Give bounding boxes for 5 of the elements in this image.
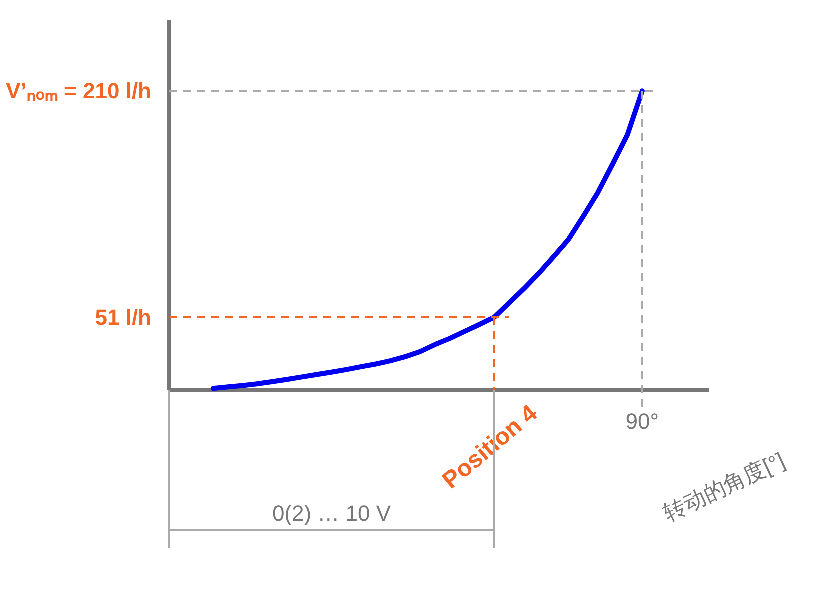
y-tick-label: V’ₙₒₘ = 210 l/h [6,78,152,104]
text: 0(2) … 10 V [272,501,392,526]
y-tick-label: 51 l/h [95,304,152,330]
x-axis-title: 转动的角度[°] [659,448,789,526]
text: 90° [626,409,660,434]
